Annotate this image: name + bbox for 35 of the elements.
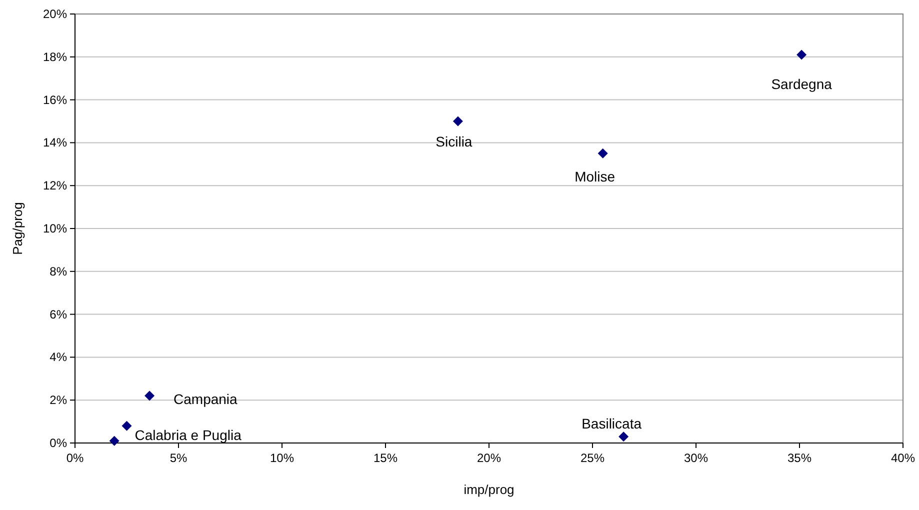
annotation: Basilicata (582, 416, 642, 432)
x-tick-label: 5% (170, 451, 188, 465)
y-tick-label: 20% (42, 7, 68, 21)
x-tick-label: 0% (66, 451, 84, 465)
y-tick-label: 10% (42, 222, 68, 236)
y-tick-label: 6% (50, 307, 68, 322)
y-tick-label: 12% (42, 178, 68, 193)
point (452, 116, 463, 126)
x-tick-label: 25% (580, 451, 605, 465)
point (122, 420, 132, 431)
x-tick-label: 40% (890, 451, 916, 465)
y-tick-label: 4% (50, 350, 68, 364)
x-tick-label: 20% (476, 451, 502, 465)
y-axis-title: Pag/prog (10, 202, 25, 255)
x-tick-label: 30% (684, 451, 708, 465)
annotation: Molise (574, 168, 616, 184)
annotation: Sardegna (771, 76, 832, 92)
x-tick-label: 15% (373, 451, 398, 465)
y-tick-label: 0% (50, 436, 68, 450)
y-tick-label: 8% (50, 264, 68, 278)
x-axis-title: imp/prog (464, 482, 514, 497)
x-tick-label: 35% (787, 451, 812, 465)
annotation: Sicilia (436, 133, 472, 150)
point (618, 432, 629, 442)
point (109, 436, 120, 446)
y-tick-label: 16% (42, 92, 68, 107)
point (144, 390, 155, 401)
x-tick-label: 10% (270, 451, 294, 465)
y-tick-label: 2% (50, 393, 68, 408)
point (598, 148, 608, 158)
point (796, 50, 807, 60)
annotation: Calabria e Puglia (134, 426, 242, 443)
annotation: Campania (174, 390, 238, 407)
y-tick-label: 18% (42, 50, 68, 64)
y-tick-label: 14% (42, 136, 68, 150)
